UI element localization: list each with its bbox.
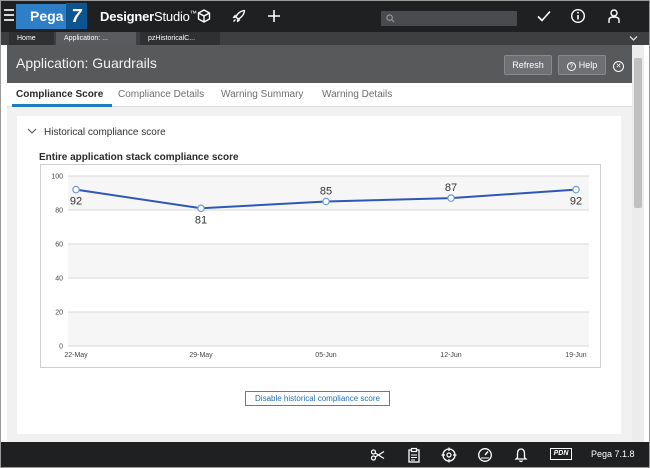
y-tick-label: 60 [55,242,63,249]
chart-container: 0 20 40 60 80 100 22-May 29-May 05-Jun 12-Jun 19-J… [40,164,601,368]
tab-warning-summary[interactable]: Warning Summary [221,89,304,100]
data-label: 87 [445,182,457,194]
y-tick-label: 100 [51,174,63,181]
x-tick-label: 12-Jun [440,352,462,359]
product-name: DesignerStudio™ [100,9,197,24]
brand-version: 7 [66,3,87,29]
user-icon[interactable] [606,8,622,24]
chevron-down-icon[interactable] [27,128,37,135]
x-tick-label: 22-May [64,352,88,359]
chart-title: Entire application stack compliance scor… [39,152,239,163]
tab-pzhistorical[interactable]: pzHistoricalC... [140,32,220,45]
data-point [197,204,205,213]
refresh-button[interactable]: Refresh [504,55,552,75]
grid-band [68,244,589,278]
bell-icon[interactable] [513,447,529,463]
version-label: Pega 7.1.8 [591,449,635,459]
target-icon[interactable] [441,447,457,463]
product-name-tm: ™ [189,10,197,18]
tab-compliance-details[interactable]: Compliance Details [118,89,205,100]
clipboard-icon[interactable] [406,447,422,463]
y-tick-label: 0 [59,344,63,351]
tab-home[interactable]: Home [9,32,54,45]
close-icon[interactable]: ✕ [613,61,624,72]
pdn-button[interactable]: PDN [550,448,572,460]
data-label: 92 [70,196,82,208]
data-label: 92 [570,196,582,208]
bottom-toolbar: PDN Pega 7.1.8 [0,442,650,468]
x-tick-label: 29-May [189,352,213,359]
y-tick-label: 40 [55,276,63,283]
y-tick-label: 80 [55,208,63,215]
x-tick-label: 19-Jun [565,352,587,359]
tab-application[interactable]: Application: ... [56,32,136,45]
help-label: Help [578,60,598,70]
data-point [447,194,455,202]
cube-icon[interactable] [196,8,212,24]
compliance-panel: Historical compliance score Entire appli… [17,116,621,434]
top-header: Pega 7 DesignerStudio™ [0,0,650,32]
info-icon[interactable] [570,8,586,24]
tab-compliance-score[interactable]: Compliance Score [16,89,104,100]
tracer-icon[interactable] [370,447,386,463]
help-icon: ? [566,62,576,71]
y-tick-label: 20 [55,310,63,317]
gauge-icon[interactable] [477,447,493,463]
disable-historical-button[interactable]: Disable historical compliance score [245,391,390,406]
hamburger-icon[interactable] [4,9,14,21]
plus-icon[interactable] [266,8,282,24]
work-tab-strip: Home Application: ... pzHistoricalC... [0,32,650,45]
page-title: Application: Guardrails [16,55,157,71]
data-point [322,197,330,206]
sub-tab-bar: Compliance Score Compliance Details Warn… [7,83,632,107]
pega-logo: Pega 7 [16,3,87,29]
rocket-icon[interactable] [231,8,247,24]
main-content: Historical compliance score Entire appli… [7,107,632,442]
active-tab-indicator [12,104,112,107]
search-input[interactable] [381,11,517,26]
compliance-line-chart: 0 20 40 60 80 100 22-May 29-May 05-Jun 12-Jun 19-J… [51,174,589,359]
section-title[interactable]: Historical compliance score [44,127,166,138]
help-button[interactable]: ? Help [558,55,606,75]
product-name-bold: Designer [100,9,155,24]
chevron-down-icon[interactable] [629,35,638,42]
scrollbar-thumb[interactable] [634,58,642,208]
data-point [72,185,80,194]
grid-band [68,312,589,346]
brand-name: Pega [30,8,64,24]
data-label: 85 [320,186,332,198]
product-name-rest: Studio [154,9,190,24]
x-tick-label: 05-Jun [315,352,337,359]
checkmark-icon[interactable] [536,8,552,24]
tab-warning-details[interactable]: Warning Details [322,89,393,100]
search-icon [386,14,395,23]
page-header: Application: Guardrails Refresh ? Help ✕ [7,45,632,83]
data-label: 81 [195,214,207,226]
data-point [572,185,580,194]
